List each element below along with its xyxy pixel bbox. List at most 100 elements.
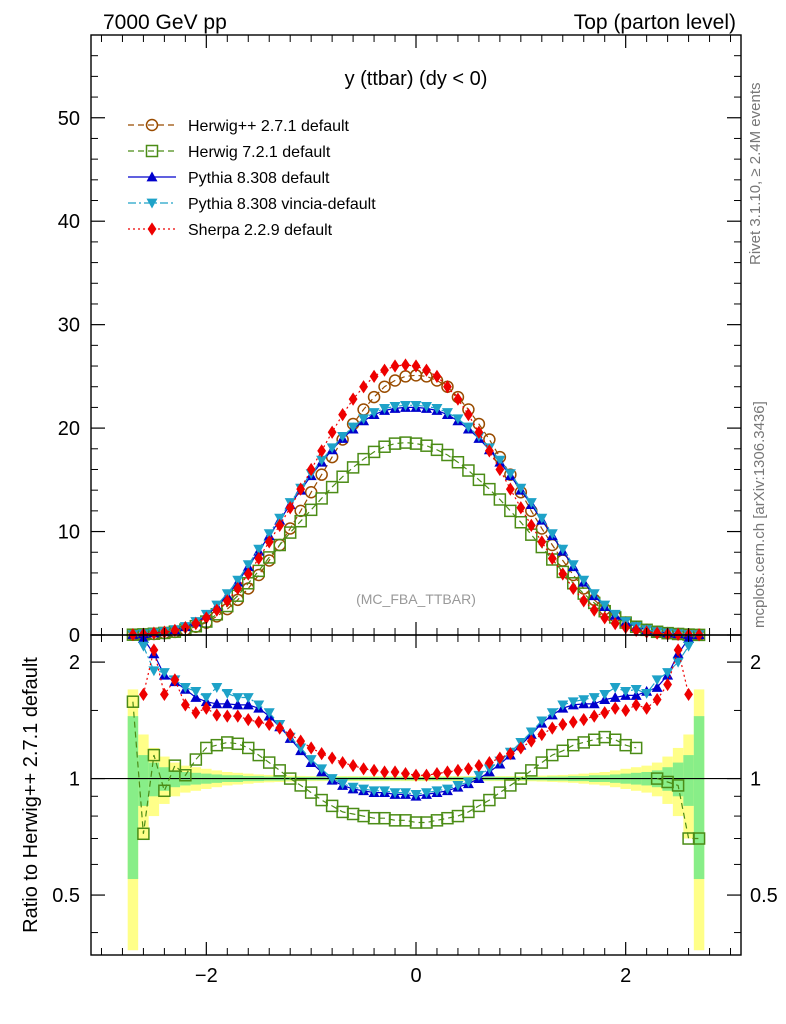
data-point-marker — [222, 594, 232, 608]
data-point-marker — [536, 513, 548, 524]
data-point-marker — [337, 431, 349, 442]
data-point-marker — [692, 832, 706, 845]
data-point-marker — [221, 698, 233, 709]
data-point-marker — [253, 700, 265, 711]
data-point-marker — [600, 611, 610, 625]
data-point-marker — [578, 575, 590, 586]
data-point-marker — [369, 369, 379, 383]
uncertainty-band-inner — [683, 755, 694, 806]
data-point-marker — [368, 786, 380, 797]
data-point-marker — [315, 468, 328, 481]
data-point-marker — [317, 444, 327, 458]
data-point-marker — [641, 689, 653, 699]
data-point-marker — [389, 401, 401, 412]
data-point-marker — [589, 603, 599, 617]
data-point-marker — [535, 756, 549, 769]
data-point-marker — [306, 462, 316, 477]
data-point-marker — [262, 551, 276, 564]
data-point-marker — [484, 755, 494, 770]
series-4 — [128, 358, 704, 642]
data-point-marker — [546, 708, 558, 719]
data-point-marker — [179, 683, 191, 693]
data-point-marker — [473, 770, 485, 781]
data-point-marker — [599, 690, 611, 700]
data-point-marker — [621, 703, 631, 718]
data-point-marker — [631, 698, 641, 712]
data-point-marker — [359, 380, 368, 394]
data-point-marker — [443, 765, 452, 779]
legend-label: Herwig 7.2.1 default — [188, 144, 331, 161]
data-point-marker — [504, 469, 516, 480]
data-point-marker — [579, 594, 589, 608]
ratio-content — [91, 635, 741, 951]
data-point-marker — [452, 414, 464, 425]
legend: Herwig++ 2.7.1 default Herwig 7.2.1 defau… — [128, 118, 376, 239]
data-point-marker — [295, 743, 307, 754]
data-point-marker — [526, 734, 536, 748]
data-point-marker — [474, 759, 484, 773]
data-point-marker — [567, 697, 579, 708]
data-point-marker — [232, 575, 244, 586]
data-point-marker — [472, 473, 486, 487]
data-point-marker — [663, 677, 673, 692]
data-point-marker — [149, 626, 159, 640]
data-point-marker — [294, 514, 307, 528]
data-point-marker — [243, 713, 253, 727]
data-point-marker — [400, 788, 412, 799]
data-point-marker — [327, 751, 337, 765]
data-point-marker — [211, 698, 223, 709]
data-point-marker — [464, 408, 473, 422]
data-point-marker — [296, 734, 306, 748]
data-point-marker — [222, 709, 232, 723]
data-point-marker — [401, 767, 410, 781]
data-point-marker — [359, 762, 368, 776]
data-point-marker — [380, 765, 389, 779]
header-energy: 7000 GeV pp — [103, 11, 227, 34]
data-point-marker — [191, 617, 201, 631]
data-point-marker — [326, 443, 338, 454]
data-point-marker — [145, 118, 159, 132]
legend-entry: Pythia 8.308 default — [128, 170, 330, 187]
legend-label: Pythia 8.308 vincia-default — [188, 196, 376, 213]
rivet-label: Rivet 3.1.10, ≥ 2.4M events — [747, 83, 764, 266]
data-point-marker — [347, 782, 359, 793]
data-point-marker — [211, 683, 223, 693]
data-point-marker — [588, 698, 600, 709]
uncertainty-band-inner — [148, 762, 160, 797]
data-point-marker — [462, 422, 474, 433]
data-point-marker — [379, 404, 391, 414]
data-point-marker — [275, 721, 285, 735]
data-point-marker — [274, 513, 286, 524]
data-point-marker — [262, 756, 276, 769]
data-point-marker — [495, 462, 505, 477]
data-point-marker — [464, 762, 473, 776]
data-point-marker — [441, 811, 454, 825]
data-point-marker — [420, 401, 432, 412]
data-point-marker — [275, 518, 285, 532]
data-point-marker — [505, 482, 515, 496]
data-point-marker — [325, 480, 339, 494]
data-point-marker — [242, 560, 254, 571]
legend-entry: Herwig++ 2.7.1 default — [128, 118, 350, 135]
ratio-panel: −2 0 2 0.5 0.5 1 1 2 2 Ratio to Herwig++ 2.7.1 d… — [20, 634, 778, 987]
y-tick-label: 40 — [58, 211, 80, 233]
data-point-marker — [179, 769, 192, 782]
data-point-marker — [200, 693, 212, 704]
data-point-marker — [233, 709, 243, 723]
data-point-marker — [348, 759, 358, 773]
data-point-marker — [588, 693, 600, 704]
data-point-marker — [515, 483, 527, 494]
data-point-marker — [170, 673, 180, 687]
data-point-marker — [358, 414, 370, 425]
data-point-marker — [148, 666, 160, 677]
y-tick-label: 50 — [58, 108, 80, 130]
data-point-marker — [432, 767, 442, 781]
data-point-marker — [242, 693, 254, 704]
data-point-marker — [495, 751, 505, 765]
data-point-marker — [537, 727, 547, 742]
data-point-marker — [410, 790, 422, 800]
data-point-marker — [652, 626, 662, 640]
data-point-marker — [587, 733, 601, 746]
data-point-marker — [443, 380, 452, 394]
data-point-marker — [430, 814, 444, 827]
